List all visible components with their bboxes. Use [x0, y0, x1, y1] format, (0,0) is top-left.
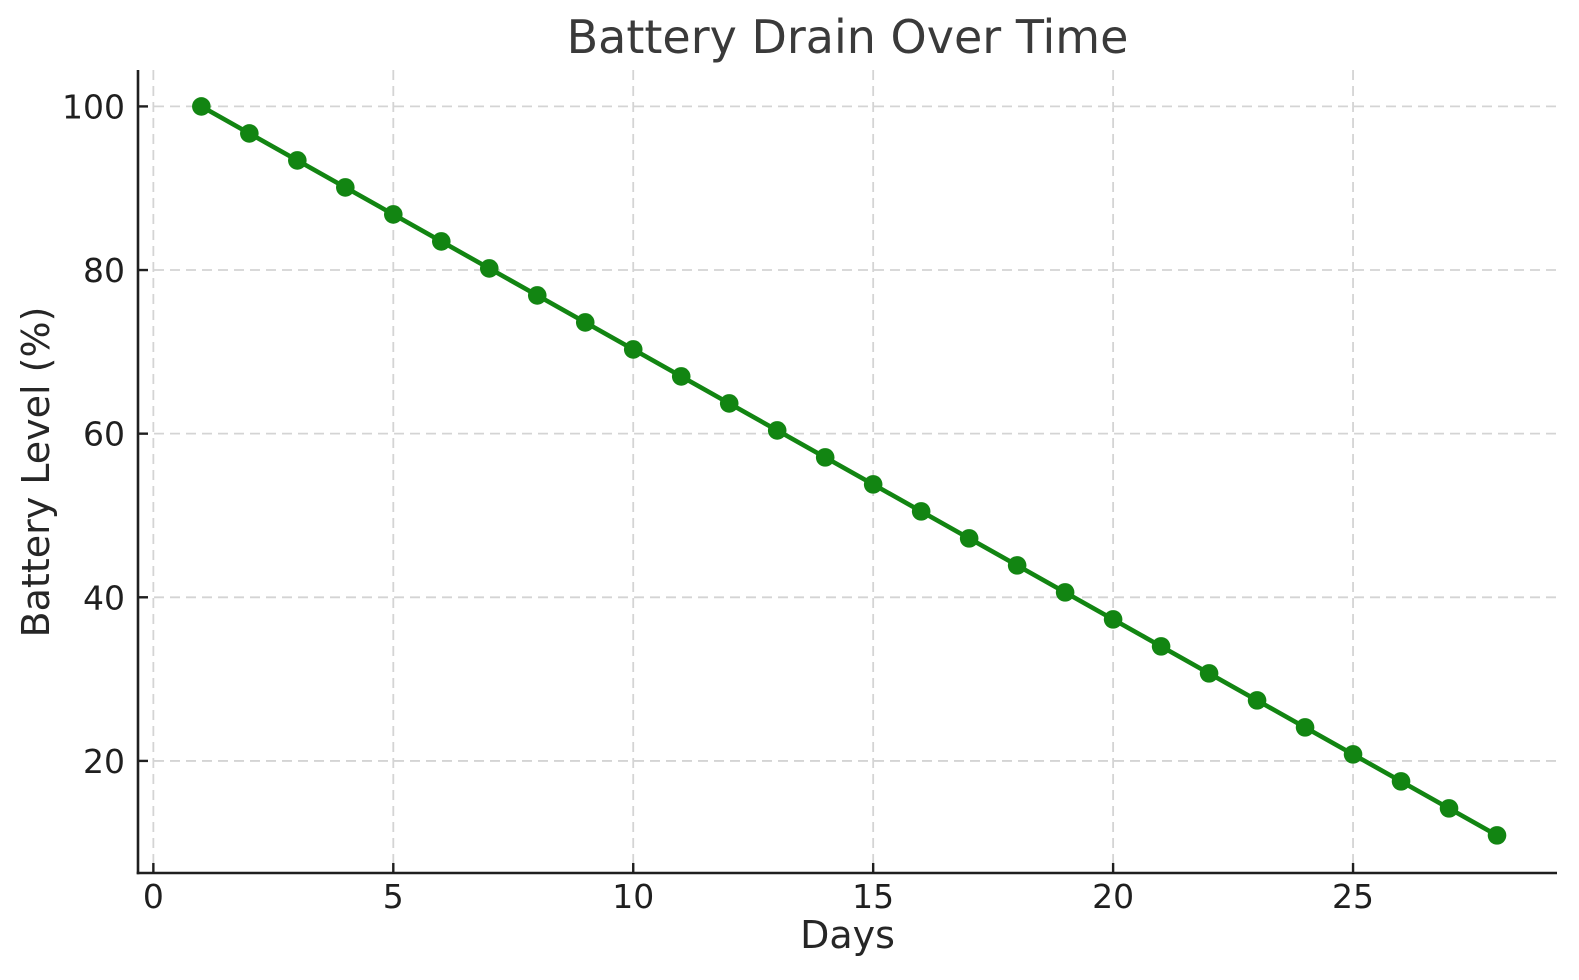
- data-point-day-15: [863, 475, 883, 494]
- y-axis-label: Battery Level (%): [14, 306, 58, 638]
- data-point-day-1: [192, 97, 211, 116]
- data-point-day-4: [336, 178, 355, 197]
- data-point-day-28: [1487, 826, 1507, 845]
- data-point-day-10: [623, 340, 643, 359]
- x-tick-label: 20: [1092, 877, 1134, 916]
- data-point-day-13: [767, 421, 787, 440]
- data-point-day-9: [575, 313, 595, 332]
- data-point-day-18: [1007, 556, 1027, 575]
- y-tick-label: 80: [83, 251, 125, 290]
- data-point-day-16: [911, 502, 931, 521]
- data-point-day-14: [815, 448, 835, 467]
- x-tick-label: 25: [1332, 877, 1374, 916]
- data-point-day-6: [431, 232, 451, 251]
- chart-title: Battery Drain Over Time: [566, 10, 1129, 64]
- y-tick-label: 100: [62, 87, 125, 126]
- x-tick-label: 0: [143, 877, 164, 916]
- data-point-day-5: [383, 205, 403, 224]
- y-tick-label: 20: [83, 742, 125, 781]
- data-point-day-22: [1199, 664, 1219, 683]
- y-tick-label: 40: [83, 578, 125, 617]
- x-tick-label: 15: [852, 877, 894, 916]
- x-tick-label: 5: [383, 877, 404, 916]
- data-point-day-2: [240, 124, 259, 143]
- data-point-day-17: [959, 529, 979, 548]
- data-point-day-21: [1151, 637, 1171, 656]
- data-point-day-25: [1343, 745, 1363, 764]
- data-point-day-7: [479, 259, 499, 278]
- x-axis-label: Days: [800, 913, 895, 957]
- data-point-day-8: [527, 286, 547, 305]
- x-tick-label: 10: [612, 877, 654, 916]
- data-point-day-19: [1055, 583, 1075, 602]
- data-point-day-12: [719, 394, 739, 413]
- data-point-day-11: [671, 367, 691, 386]
- battery-level-line: [199, 104, 1500, 838]
- data-point-day-26: [1391, 772, 1411, 791]
- data-point-day-24: [1295, 718, 1315, 737]
- data-point-day-27: [1439, 799, 1459, 818]
- y-tick-label: 60: [83, 415, 125, 454]
- data-point-day-20: [1103, 610, 1123, 629]
- data-point-day-3: [288, 151, 307, 170]
- data-point-day-23: [1247, 691, 1267, 710]
